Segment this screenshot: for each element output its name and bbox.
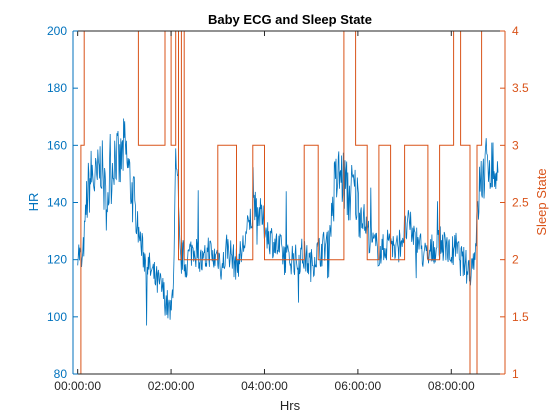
y-right-tick-label: 1.5 xyxy=(512,310,529,324)
y-left-tick-label: 160 xyxy=(47,138,67,152)
x-tick-label: 00:00:00 xyxy=(54,379,101,393)
axes: 00:00:00 02:00:00 04:00:00 06:00:00 08:00:00… xyxy=(47,24,529,393)
y-right-tick-label: 3 xyxy=(512,138,519,152)
plot-area xyxy=(77,31,505,374)
sleep-state-line xyxy=(77,31,505,374)
hr-series-line xyxy=(77,118,499,326)
y-right-tick-label: 1 xyxy=(512,367,519,381)
y-left-tick-label: 100 xyxy=(47,310,67,324)
y-axis-left-label: HR xyxy=(26,193,41,212)
y-left-tick-label: 180 xyxy=(47,81,67,95)
x-axis-label: Hrs xyxy=(280,398,301,413)
y-left-tick-label: 200 xyxy=(47,24,67,38)
y-left-tick-label: 140 xyxy=(47,196,67,210)
y-axis-right-label: Sleep State xyxy=(534,168,549,235)
x-tick-label: 08:00:00 xyxy=(428,379,475,393)
chart-title: Baby ECG and Sleep State xyxy=(208,12,372,27)
x-tick-label: 06:00:00 xyxy=(335,379,382,393)
y-right-tick-label: 2 xyxy=(512,253,519,267)
x-tick-label: 02:00:00 xyxy=(148,379,195,393)
y-left-tick-label: 80 xyxy=(54,367,68,381)
y-right-tick-label: 4 xyxy=(512,24,519,38)
y-right-tick-label: 3.5 xyxy=(512,81,529,95)
y-left-tick-label: 120 xyxy=(47,253,67,267)
x-tick-label: 04:00:00 xyxy=(241,379,288,393)
y-right-tick-label: 2.5 xyxy=(512,196,529,210)
